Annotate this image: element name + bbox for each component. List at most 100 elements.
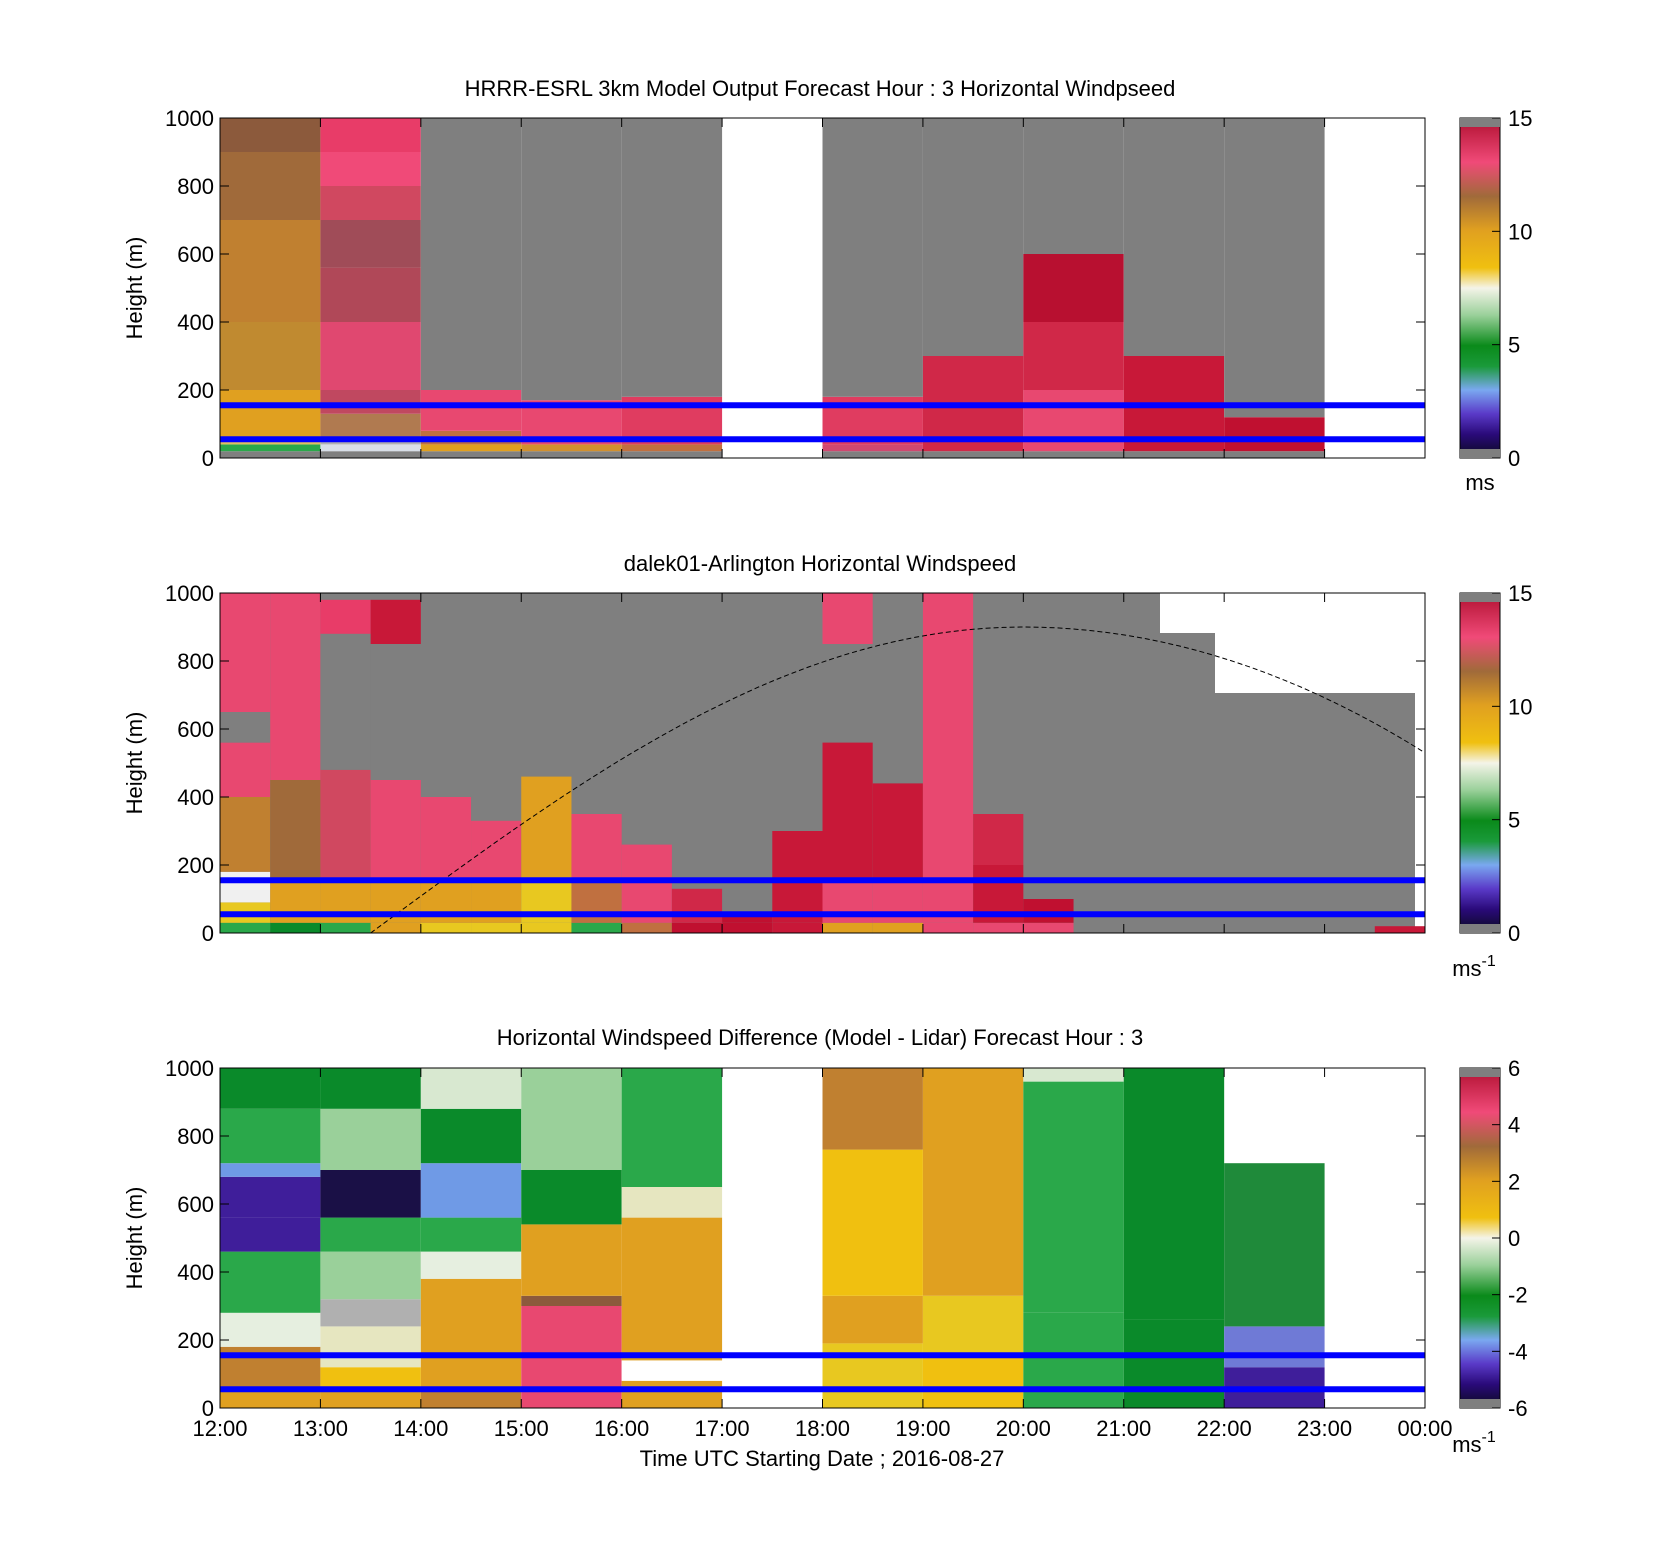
heatmap-cell [220, 1163, 321, 1177]
heatmap-cell [1023, 451, 1124, 458]
heatmap-cell [320, 1367, 421, 1388]
heatmap-cell [420, 797, 472, 882]
reference-lines [220, 1352, 1425, 1393]
heatmap-cell [822, 922, 873, 933]
x-tick-label: 16:00 [594, 1416, 649, 1441]
heatmap-cell [521, 444, 622, 452]
colorbar-tick-label: 15 [1508, 581, 1532, 606]
heatmap-cell [320, 451, 421, 458]
heatmap-cell [671, 888, 723, 923]
x-tick-label: 15:00 [494, 1416, 549, 1441]
y-tick-label: 400 [177, 785, 214, 810]
heatmap-cell [420, 1251, 522, 1279]
heatmap-cell [320, 152, 421, 186]
colorbar-ticks-difference: -6 -4 -2 0 2 4 6 [1492, 1056, 1528, 1421]
x-tick-label: 18:00 [795, 1416, 850, 1441]
colorbar-unit-model: ms [1465, 470, 1494, 495]
heatmap-cell [370, 599, 421, 644]
heatmap-cell [270, 712, 321, 780]
heatmap-cell [1374, 926, 1425, 933]
heatmap-cell [320, 769, 371, 882]
heatmap-cell [822, 1068, 923, 1150]
heatmap-cell [220, 220, 321, 322]
heatmap-cell [220, 451, 321, 458]
heatmap-cell [320, 1251, 421, 1300]
heatmap-cell [320, 322, 421, 390]
heatmap-cell [1023, 254, 1124, 322]
heatmap-cell [420, 1163, 522, 1218]
x-tick-label: 22:00 [1197, 1416, 1252, 1441]
colorbar-missing-bottom-difference [1460, 1399, 1500, 1408]
heatmap-cell [872, 783, 923, 882]
heatmap-cell [1224, 1326, 1325, 1368]
heatmap-cell [521, 776, 572, 882]
reference-lines [220, 877, 1425, 918]
heatmap-cell [822, 1149, 923, 1296]
heatmap-cell [922, 1295, 1024, 1354]
heatmap-cell [220, 390, 321, 438]
y-tick-label: 1000 [165, 1056, 214, 1081]
heatmap-cell [320, 599, 371, 634]
heatmap-cell [822, 1295, 923, 1344]
heatmap-cell [220, 797, 271, 872]
heatmap-cell [320, 390, 421, 414]
heatmap-model-cells [220, 118, 1325, 458]
y-tick-label: 1000 [165, 106, 214, 131]
panel-title-lidar: dalek01-Arlington Horizontal Windspeed [624, 551, 1017, 576]
heatmap-cell [521, 1295, 622, 1306]
colorbar-tick-label: 6 [1508, 1056, 1520, 1081]
heatmap-cell [571, 922, 622, 933]
heatmap-cell [1224, 417, 1325, 452]
heatmap-cell [621, 1217, 723, 1361]
heatmap-cell [471, 820, 522, 882]
colorbar-unit-lidar-base: ms [1452, 956, 1481, 981]
heatmap-cell [270, 593, 321, 712]
heatmap-cell [320, 444, 421, 452]
colorbar-lidar [1459, 592, 1501, 934]
heatmap-cell [370, 922, 421, 933]
heatmap-cell [320, 1299, 421, 1327]
y-tick-label: 200 [177, 1328, 214, 1353]
heatmap-cell [1123, 1319, 1225, 1408]
x-tick-label: 00:00 [1397, 1416, 1452, 1441]
heatmap-cell [420, 118, 522, 390]
y-tick-label: 0 [202, 921, 214, 946]
y-ticks-model: 0 200 400 600 800 1000 [165, 106, 1425, 471]
panel-lidar: dalek01-Arlington Horizontal Windspeed 0… [122, 551, 1532, 981]
heatmap-cell [1023, 1312, 1124, 1408]
heatmap-cell [420, 1108, 522, 1164]
colorbar-missing-bottom-model [1460, 449, 1500, 458]
colorbar-tick-label: 5 [1508, 333, 1520, 358]
colorbar-unit-lidar: ms-1 [1452, 953, 1496, 981]
heatmap-cell [220, 1108, 321, 1164]
heatmap-cell [1023, 899, 1074, 923]
y-tick-label: 200 [177, 378, 214, 403]
colorbar-unit-difference-exp: -1 [1482, 1429, 1496, 1446]
heatmap-cell [420, 922, 472, 933]
colorbar-model [1459, 117, 1501, 459]
heatmap-cell [1123, 1272, 1225, 1320]
heatmap-cell [973, 922, 1024, 933]
x-tick-label: 20:00 [996, 1416, 1051, 1441]
y-tick-label: 600 [177, 1192, 214, 1217]
colorbar-tick-label: 15 [1508, 106, 1532, 131]
y-tick-label: 800 [177, 1124, 214, 1149]
heatmap-cell [671, 922, 723, 933]
x-tick-label: 19:00 [895, 1416, 950, 1441]
x-tick-label: 14:00 [393, 1416, 448, 1441]
heatmap-cell [220, 322, 321, 390]
heatmap-cell [922, 1068, 1024, 1296]
heatmap-cell [621, 451, 723, 458]
heatmap-cell [822, 451, 923, 458]
heatmap-cell [370, 780, 421, 882]
heatmap-cell [922, 1353, 1024, 1408]
heatmap-cell [220, 1068, 321, 1109]
colorbar-unit-lidar-exp: -1 [1482, 953, 1496, 970]
heatmap-cell [1224, 118, 1325, 418]
heatmap-cell [571, 814, 622, 882]
heatmap-cell [270, 780, 321, 882]
heatmap-cell [922, 451, 1024, 458]
colorbar-tick-label: 5 [1508, 808, 1520, 833]
heatmap-cell [220, 1312, 321, 1347]
